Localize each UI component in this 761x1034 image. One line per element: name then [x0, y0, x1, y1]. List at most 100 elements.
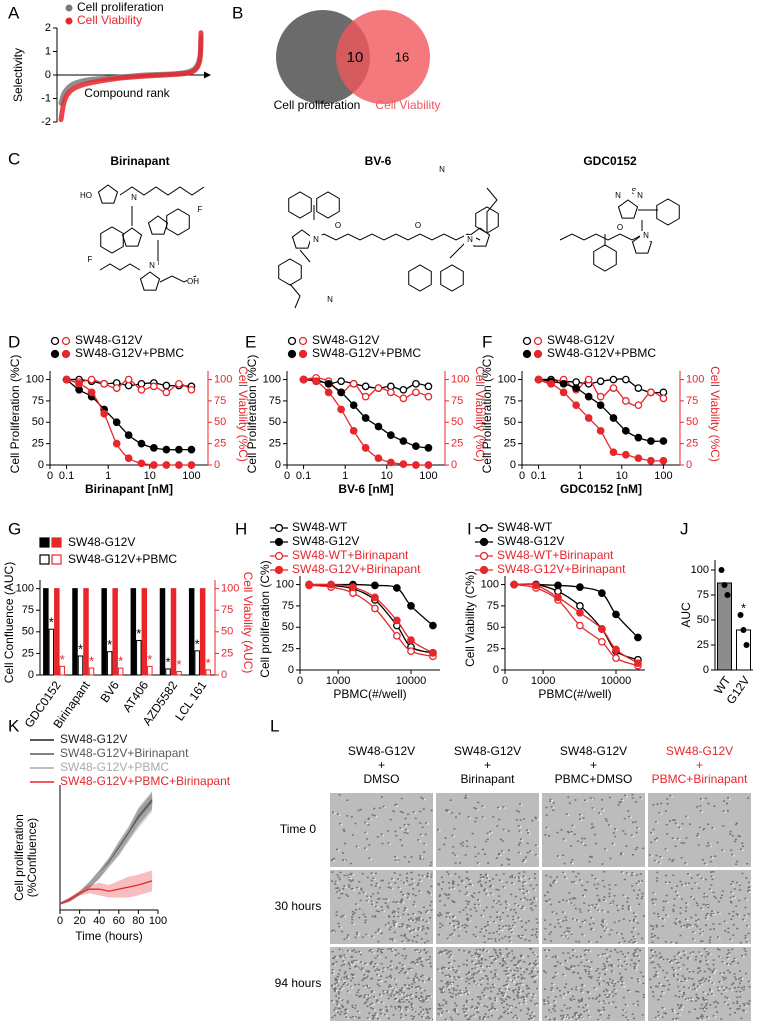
- error-band: [60, 791, 153, 905]
- y-tick-label: 75: [697, 589, 709, 601]
- data-point: [576, 621, 584, 630]
- y-tick-label: 50: [221, 626, 233, 638]
- bar: [106, 651, 113, 676]
- legend-marker: [50, 336, 60, 346]
- data-point: [371, 581, 379, 590]
- micrograph: [648, 793, 751, 867]
- data-point: [324, 388, 333, 397]
- data-point: [412, 442, 420, 451]
- y-tick-label: 25: [282, 643, 294, 655]
- y-tick-label: 50: [22, 626, 34, 638]
- bar: [199, 588, 206, 676]
- micrograph: [436, 793, 539, 867]
- y-axis-label: Cell proliferation: [12, 814, 26, 901]
- legend-marker: [65, 4, 73, 12]
- ring: [288, 191, 312, 219]
- data-point: [137, 459, 146, 468]
- venn-count: 10: [347, 49, 364, 66]
- data-point: [100, 379, 109, 388]
- legend-label: Cell Viability: [77, 13, 142, 27]
- x-tick-label: 100: [654, 470, 672, 482]
- data-point: [349, 426, 358, 435]
- legend-label: SW48-G12V: [68, 535, 135, 549]
- x-tick-label: 10: [616, 470, 628, 482]
- x-axis-label: Birinapant [nM]: [85, 482, 173, 496]
- data-point: [584, 392, 593, 401]
- atom-label: O: [617, 223, 623, 232]
- x-axis-label: PBMC(#/well): [333, 687, 406, 701]
- legend-label: SW48-WT: [497, 520, 553, 534]
- data-point: [429, 621, 437, 630]
- data-point: [598, 625, 606, 633]
- bond: [449, 187, 498, 259]
- atom-bg: [640, 231, 652, 241]
- data-point: [187, 461, 196, 469]
- data-point: [596, 377, 605, 386]
- legend-label: SW48-G12V+PBMC: [68, 552, 177, 566]
- column-header: PBMC+Birinapant: [652, 772, 748, 786]
- y-tick-label: 100: [276, 578, 294, 590]
- data-point: [361, 392, 370, 401]
- data-point: [62, 375, 71, 384]
- atom-bg: [194, 205, 206, 215]
- y-tick-label: 0: [451, 459, 457, 471]
- y-tick-label: 25: [697, 639, 709, 651]
- y-tick-label: 100: [481, 578, 499, 590]
- bar: [194, 650, 200, 676]
- data-point: [412, 461, 420, 469]
- data-point: [532, 581, 540, 590]
- legend-marker: [274, 537, 284, 547]
- compound-name: GDC0152: [583, 154, 637, 168]
- atom-bg: [612, 191, 624, 201]
- cell-texture: [331, 948, 433, 1020]
- y-tick-label: 25: [22, 647, 34, 659]
- y-tick-label: 25: [504, 438, 516, 450]
- bar: [54, 588, 60, 676]
- data-point: [659, 456, 668, 465]
- data-point: [596, 426, 605, 435]
- ring: [100, 226, 124, 254]
- column-header: SW48-G12V: [666, 744, 733, 758]
- bar: [101, 588, 107, 676]
- cell-texture: [331, 871, 433, 944]
- y-tick-label: 100: [221, 583, 239, 595]
- venn-label: Cell Viability: [375, 98, 440, 112]
- data-point: [175, 379, 183, 388]
- data-point: [612, 645, 620, 654]
- data-point: [407, 602, 415, 610]
- data-point: [634, 433, 643, 442]
- micrograph: [330, 793, 433, 867]
- y-tick-label: 0: [703, 664, 709, 676]
- y-tick-label: 0: [493, 664, 499, 676]
- data-point: [718, 567, 725, 573]
- significance-label: *: [165, 654, 170, 669]
- data-point: [162, 388, 171, 397]
- y-tick-label: 100: [214, 373, 232, 385]
- data-point: [621, 375, 630, 384]
- legend-label: SW48-WT: [292, 520, 348, 534]
- y2-axis-label: Cell Viability (%C): [708, 366, 722, 462]
- data-point: [647, 456, 655, 465]
- data-point: [149, 382, 158, 391]
- data-point: [598, 589, 606, 597]
- data-point: [609, 448, 618, 457]
- fit-curve: [66, 379, 192, 451]
- y2-axis-label: Cell Viability (AUC): [241, 572, 255, 674]
- x-tick-label: 1: [342, 470, 348, 482]
- x-tick-label: 10: [381, 470, 393, 482]
- cell-texture: [651, 949, 753, 1021]
- significance-label: *: [78, 641, 83, 656]
- legend-label: SW48-WT+Birinapant: [497, 548, 614, 562]
- ring: [291, 229, 313, 249]
- y-tick-label: 75: [451, 395, 463, 407]
- data-point: [647, 437, 655, 445]
- atom-label: F: [198, 205, 203, 214]
- legend-label: SW48-G12V+PBMC: [60, 760, 169, 774]
- series-line: [59, 880, 153, 905]
- y-axis-label: (%Confluence): [25, 818, 39, 897]
- y-tick-label: 25: [269, 438, 281, 450]
- legend-label: SW48-G12V: [60, 732, 127, 746]
- data-point: [609, 375, 618, 384]
- ring: [440, 264, 464, 292]
- ring: [617, 199, 639, 219]
